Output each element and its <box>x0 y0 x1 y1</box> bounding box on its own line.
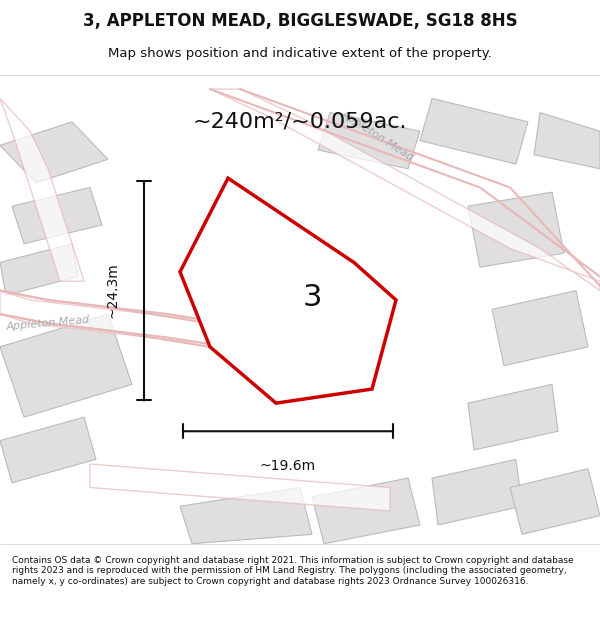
Polygon shape <box>0 98 84 281</box>
Polygon shape <box>180 178 396 403</box>
Polygon shape <box>0 122 108 182</box>
Polygon shape <box>0 291 228 347</box>
Polygon shape <box>420 98 528 164</box>
Polygon shape <box>0 244 78 295</box>
Polygon shape <box>432 459 522 525</box>
Polygon shape <box>0 418 96 482</box>
Text: 3, APPLETON MEAD, BIGGLESWADE, SG18 8HS: 3, APPLETON MEAD, BIGGLESWADE, SG18 8HS <box>83 12 517 30</box>
Text: ~240m²/~0.059ac.: ~240m²/~0.059ac. <box>193 112 407 132</box>
Polygon shape <box>468 384 558 450</box>
Text: 3: 3 <box>302 284 322 312</box>
Polygon shape <box>12 188 102 244</box>
Polygon shape <box>0 314 132 418</box>
Polygon shape <box>210 89 600 291</box>
Polygon shape <box>492 291 588 366</box>
Polygon shape <box>312 478 420 544</box>
Text: ~19.6m: ~19.6m <box>260 459 316 473</box>
Polygon shape <box>180 488 312 544</box>
Polygon shape <box>534 112 600 169</box>
Text: ~24.3m: ~24.3m <box>106 262 120 319</box>
Polygon shape <box>468 192 564 268</box>
Text: Contains OS data © Crown copyright and database right 2021. This information is : Contains OS data © Crown copyright and d… <box>12 556 574 586</box>
Text: Appleton Mead: Appleton Mead <box>6 315 90 332</box>
Text: Appleton Mead: Appleton Mead <box>340 109 416 163</box>
Polygon shape <box>510 469 600 534</box>
Text: Map shows position and indicative extent of the property.: Map shows position and indicative extent… <box>108 48 492 61</box>
Polygon shape <box>90 464 390 511</box>
Polygon shape <box>318 112 420 169</box>
